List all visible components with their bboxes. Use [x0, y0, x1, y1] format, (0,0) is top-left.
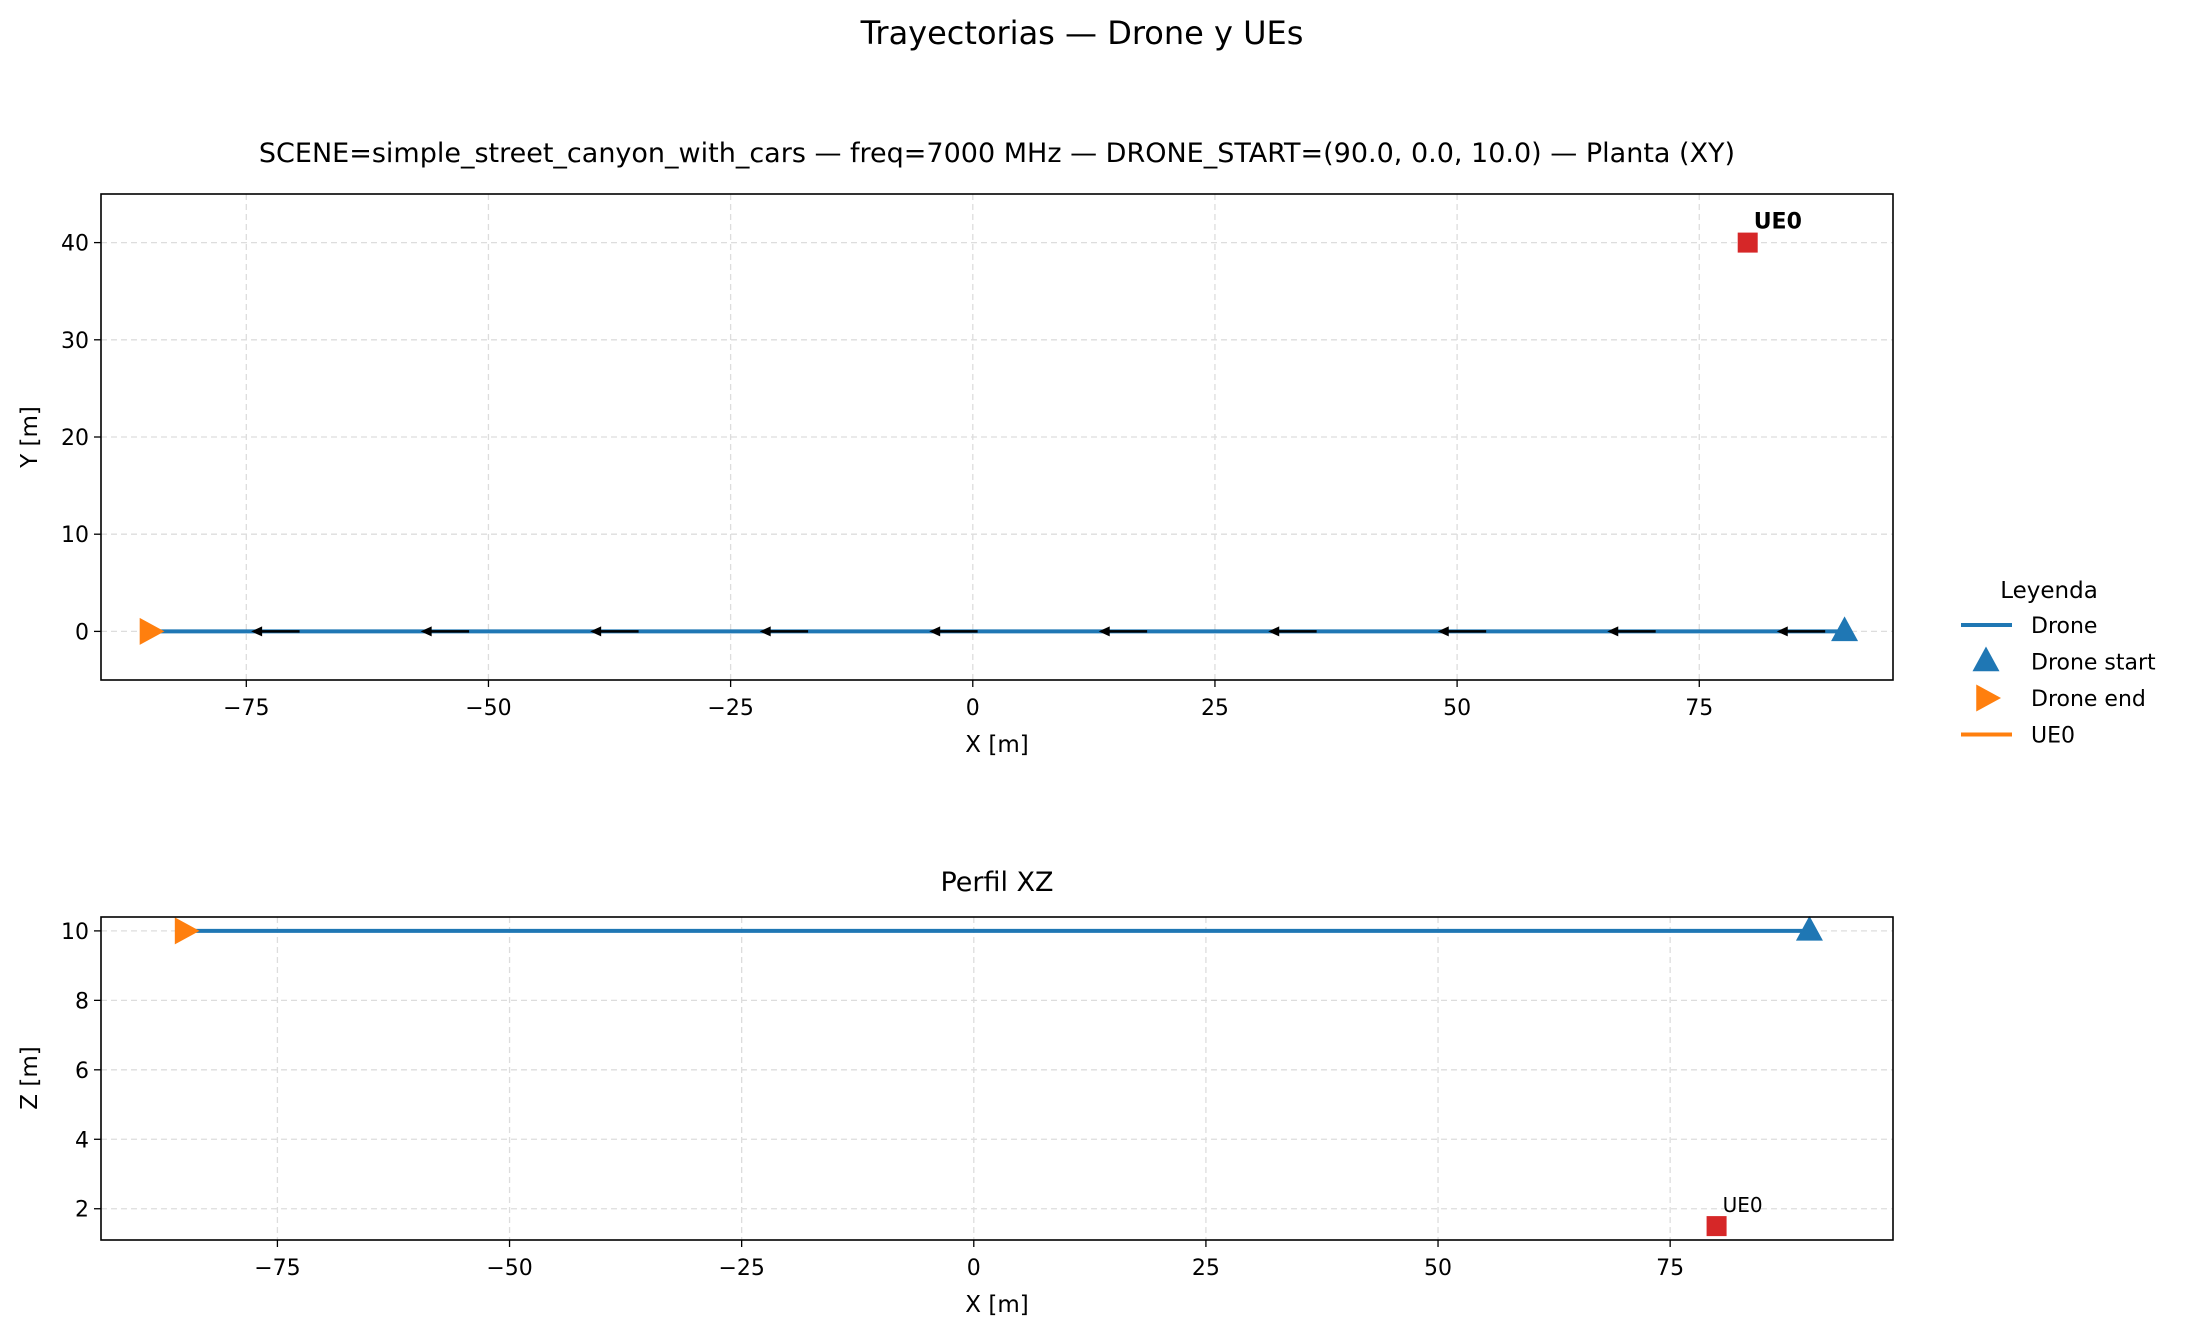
plan-xy-drone-end-marker — [139, 617, 165, 645]
plan-xy-xtick-label: 25 — [1201, 696, 1229, 721]
plan-xy-xtick-label: 50 — [1443, 696, 1471, 721]
plan-xy-xlabel: X [m] — [965, 732, 1028, 758]
profile-xz-plot-area: UE0 — [174, 915, 1823, 1237]
direction-arrow-head — [1437, 626, 1449, 637]
legend: Leyenda Drone Drone start Drone end UE0 — [1961, 578, 2156, 749]
profile-xz-xtick-label: −25 — [718, 1256, 764, 1281]
direction-arrow-head — [590, 626, 602, 637]
legend-item: Drone — [1961, 614, 2097, 639]
profile-xz-ytick-label: 6 — [75, 1059, 89, 1084]
profile-xz-xtick-label: 50 — [1424, 1256, 1452, 1281]
plan-xy-title: SCENE=simple_street_canyon_with_cars — f… — [259, 138, 1735, 169]
plan-xy-ticks: −75 −50 −25 0 25 50 75 0 10 20 30 40 — [61, 232, 1713, 721]
profile-xz-ue-marker — [1706, 1216, 1727, 1237]
plan-xy-direction-arrow — [1437, 626, 1487, 637]
plan-xy-plot-area: UE0 — [139, 210, 1859, 645]
profile-xz-title: Perfil XZ — [940, 867, 1053, 898]
plan-xy-ytick-label: 30 — [61, 329, 89, 354]
plan-xy-ue-marker — [1737, 232, 1758, 253]
direction-arrow-head — [420, 626, 432, 637]
plan-xy-ytick-label: 40 — [61, 232, 89, 257]
plan-xy-direction-arrow — [929, 626, 978, 637]
plan-xy-direction-arrow — [1098, 626, 1148, 637]
profile-xz-ytick-label: 8 — [75, 989, 89, 1014]
profile-xz-xtick-label: −75 — [254, 1256, 300, 1281]
plan-xy-direction-arrow — [1607, 626, 1656, 637]
profile-xz-xlabel: X [m] — [965, 1292, 1028, 1318]
plan-xy-direction-arrow — [1776, 626, 1826, 637]
plan-xy-direction-arrow — [590, 626, 639, 637]
profile-xz-ylabel: Z [m] — [17, 1046, 43, 1109]
plan-xy-xtick-label: 75 — [1685, 696, 1713, 721]
profile-xz-ytick-label: 4 — [75, 1128, 89, 1153]
profile-xz-xtick-label: 25 — [1192, 1256, 1220, 1281]
legend-label: Drone start — [2031, 651, 2156, 676]
direction-arrow-head — [1098, 626, 1110, 637]
direction-arrow-head — [1607, 626, 1619, 637]
profile-xz-drone-end-marker — [174, 917, 200, 945]
plan-xy-xtick-label: 0 — [966, 696, 980, 721]
profile-xz-axes: Perfil XZ UE0 −75 −50 −25 0 25 50 75 2 4 6 8 10 X [… — [17, 867, 1894, 1318]
profile-xz-ytick-label: 2 — [75, 1198, 89, 1223]
plan-xy-ytick-label: 0 — [75, 620, 89, 645]
legend-label: Drone end — [2031, 687, 2146, 712]
plan-xy-direction-arrow — [251, 626, 300, 637]
legend-triangle-right-swatch — [1976, 684, 2001, 712]
profile-xz-drone-start-marker — [1795, 915, 1823, 941]
legend-item: Drone end — [1976, 684, 2146, 712]
plan-xy-xtick-label: −75 — [223, 696, 269, 721]
plan-xy-ytick-label: 20 — [61, 426, 89, 451]
direction-arrow-head — [1268, 626, 1280, 637]
plan-xy-drone-start-marker — [1831, 616, 1859, 642]
profile-xz-frame — [100, 916, 1894, 1241]
plan-xy-axes: SCENE=simple_street_canyon_with_cars — f… — [17, 138, 1894, 758]
plan-xy-direction-arrow — [420, 626, 470, 637]
legend-triangle-up-swatch — [1972, 646, 2000, 672]
figure-suptitle: Trayectorias — Drone y UEs — [860, 14, 1304, 52]
plan-xy-ue-label: UE0 — [1754, 210, 1802, 235]
plan-xy-ylabel: Y [m] — [17, 406, 43, 469]
plan-xy-xtick-label: −50 — [465, 696, 511, 721]
legend-items: Drone Drone start Drone end UE0 — [1961, 614, 2156, 749]
legend-item: UE0 — [1961, 724, 2075, 749]
direction-arrow-head — [251, 626, 263, 637]
profile-xz-ytick-label: 10 — [61, 920, 89, 945]
plan-xy-ytick-label: 10 — [61, 523, 89, 548]
legend-label: Drone — [2031, 614, 2097, 639]
direction-arrow-head — [759, 626, 771, 637]
profile-xz-xtick-label: −50 — [486, 1256, 532, 1281]
profile-xz-xtick-label: 0 — [967, 1256, 981, 1281]
plan-xy-xtick-label: −25 — [707, 696, 753, 721]
profile-xz-ticks: −75 −50 −25 0 25 50 75 2 4 6 8 10 — [61, 920, 1684, 1281]
legend-label: UE0 — [2031, 724, 2075, 749]
profile-xz-xtick-label: 75 — [1656, 1256, 1684, 1281]
direction-arrow-head — [1776, 626, 1788, 637]
legend-title: Leyenda — [2000, 578, 2098, 604]
direction-arrow-head — [929, 626, 941, 637]
profile-xz-ue-label: UE0 — [1723, 1193, 1763, 1217]
plan-xy-direction-arrow — [1268, 626, 1317, 637]
plan-xy-direction-arrow — [759, 626, 809, 637]
legend-item: Drone start — [1972, 646, 2156, 676]
